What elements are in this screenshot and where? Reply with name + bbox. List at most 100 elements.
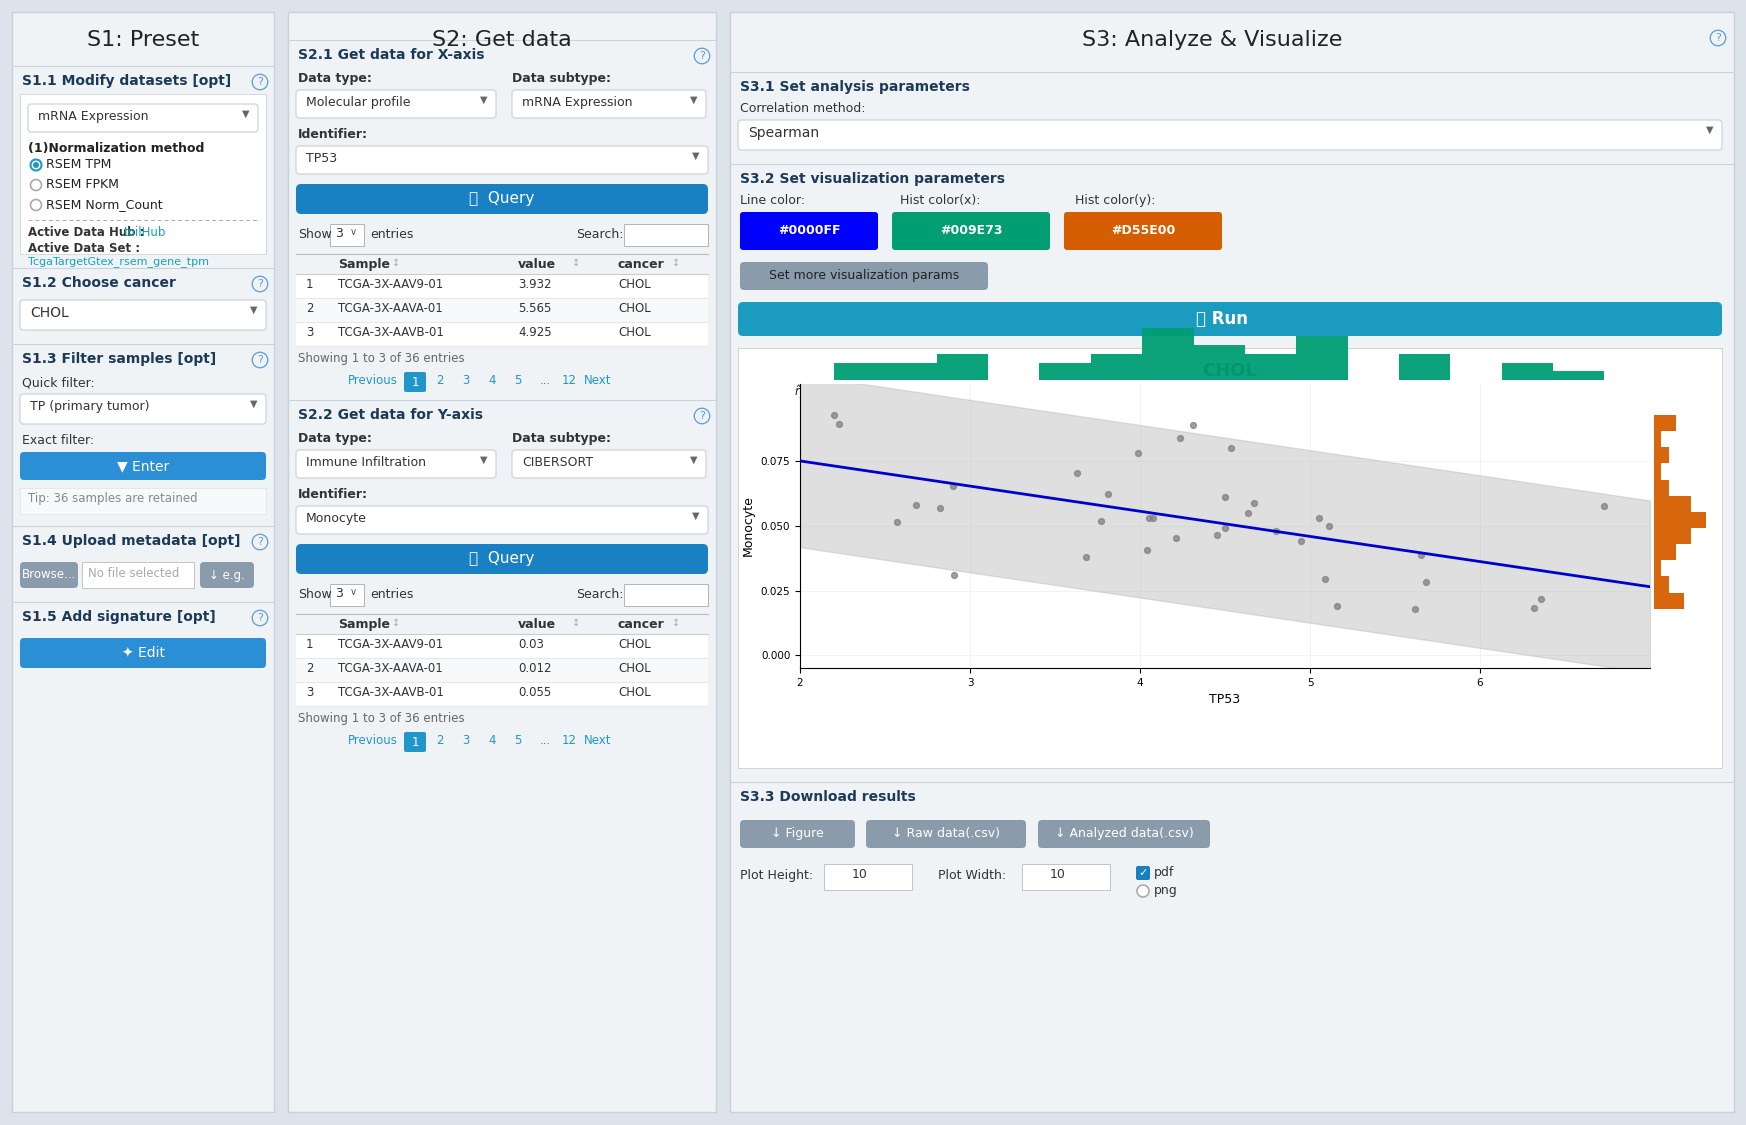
Bar — [297, 682, 707, 706]
Text: 2: 2 — [436, 374, 443, 387]
Text: 1: 1 — [306, 278, 314, 291]
Text: Hist color(x):: Hist color(x): — [899, 193, 981, 207]
Text: ?: ? — [698, 51, 705, 61]
Text: Set more visualization params: Set more visualization params — [768, 270, 959, 282]
Text: value: value — [519, 258, 557, 271]
Point — [1095, 485, 1123, 503]
Text: Active Data Hub :: Active Data Hub : — [28, 226, 148, 238]
Point — [1287, 532, 1315, 550]
Text: Next: Next — [583, 734, 611, 747]
Text: #D55E00: #D55E00 — [1110, 225, 1175, 237]
Bar — [936, 353, 988, 380]
Text: ...: ... — [540, 734, 552, 747]
Text: Quick filter:: Quick filter: — [23, 376, 94, 389]
Text: Correlation method:: Correlation method: — [740, 102, 866, 115]
FancyBboxPatch shape — [1039, 820, 1210, 848]
Point — [1591, 497, 1619, 515]
Text: ▼: ▼ — [691, 511, 700, 521]
Text: 5: 5 — [513, 734, 522, 747]
Bar — [1142, 327, 1194, 380]
Point — [1407, 546, 1435, 564]
Text: ∨: ∨ — [349, 587, 358, 597]
Bar — [739, 348, 1722, 768]
Text: Exact filter:: Exact filter: — [23, 434, 94, 447]
FancyBboxPatch shape — [740, 262, 988, 290]
Text: CHOL: CHOL — [618, 686, 651, 699]
Text: ?: ? — [257, 76, 264, 87]
Bar — [835, 362, 885, 380]
Text: pdf: pdf — [1154, 866, 1175, 879]
Bar — [1653, 560, 1662, 576]
Text: S2.1 Get data for X-axis: S2.1 Get data for X-axis — [299, 48, 484, 62]
Text: ▼: ▼ — [480, 455, 487, 465]
Text: 1: 1 — [412, 376, 419, 388]
FancyBboxPatch shape — [740, 820, 856, 848]
Bar — [1653, 528, 1692, 544]
Text: Showing 1 to 3 of 36 entries: Showing 1 to 3 of 36 entries — [299, 352, 464, 364]
FancyBboxPatch shape — [19, 562, 79, 588]
Circle shape — [30, 180, 42, 190]
Text: #0000FF: #0000FF — [777, 225, 840, 237]
Text: 3: 3 — [306, 326, 313, 339]
FancyBboxPatch shape — [297, 544, 707, 574]
Bar — [330, 224, 363, 246]
Text: TCGA-3X-AAVA-01: TCGA-3X-AAVA-01 — [339, 302, 443, 315]
Text: S1.3 Filter samples [opt]: S1.3 Filter samples [opt] — [23, 352, 217, 366]
FancyBboxPatch shape — [892, 212, 1049, 250]
Point — [1124, 443, 1152, 461]
FancyBboxPatch shape — [739, 120, 1722, 150]
Text: ▼: ▼ — [691, 151, 700, 161]
Bar — [297, 634, 707, 658]
FancyBboxPatch shape — [19, 300, 265, 330]
Text: 4: 4 — [487, 374, 496, 387]
Text: TCGA-3X-AAVB-01: TCGA-3X-AAVB-01 — [339, 326, 443, 339]
FancyBboxPatch shape — [297, 506, 707, 534]
Bar — [824, 864, 911, 890]
Text: S1.5 Add signature [opt]: S1.5 Add signature [opt] — [23, 610, 217, 624]
Point — [883, 513, 911, 531]
Y-axis label: Monocyte: Monocyte — [742, 495, 754, 557]
Text: Previous: Previous — [347, 734, 398, 747]
Text: ▼: ▼ — [690, 94, 697, 105]
Text: ∨: ∨ — [349, 227, 358, 237]
Bar — [19, 94, 265, 254]
Text: ?: ? — [257, 356, 264, 364]
Circle shape — [30, 160, 42, 171]
Text: 1: 1 — [412, 736, 419, 748]
FancyBboxPatch shape — [19, 394, 265, 424]
Point — [1088, 512, 1116, 530]
Text: #009E73: #009E73 — [939, 225, 1002, 237]
Text: entries: entries — [370, 588, 414, 601]
Text: Browse...: Browse... — [23, 568, 77, 582]
Text: TCGA-3X-AAV9-01: TCGA-3X-AAV9-01 — [339, 638, 443, 651]
Point — [826, 415, 854, 433]
Point — [1072, 549, 1100, 567]
Text: TCGA-3X-AAV9-01: TCGA-3X-AAV9-01 — [339, 278, 443, 291]
Bar — [885, 362, 936, 380]
Point — [1166, 429, 1194, 447]
Text: RSEM FPKM: RSEM FPKM — [45, 178, 119, 191]
Bar — [1653, 479, 1669, 496]
Text: ↓ e.g.: ↓ e.g. — [210, 568, 244, 582]
Text: ?: ? — [1715, 33, 1722, 43]
Text: TcgaTargetGtex_rsem_gene_tpm: TcgaTargetGtex_rsem_gene_tpm — [28, 256, 210, 267]
Text: Molecular profile: Molecular profile — [306, 96, 410, 109]
Point — [1179, 416, 1206, 434]
Bar — [1296, 336, 1348, 380]
Text: S1.4 Upload metadata [opt]: S1.4 Upload metadata [opt] — [23, 534, 241, 548]
Bar — [297, 274, 707, 298]
Text: 3: 3 — [463, 734, 470, 747]
Text: CHOL: CHOL — [618, 638, 651, 651]
Bar — [288, 12, 716, 1112]
Circle shape — [30, 199, 42, 210]
Text: Show: Show — [299, 588, 332, 601]
Text: ▼: ▼ — [690, 455, 697, 465]
Text: ✓: ✓ — [1138, 868, 1147, 878]
Point — [1138, 510, 1166, 528]
Text: ▼: ▼ — [250, 399, 257, 410]
Text: ✦ Edit: ✦ Edit — [122, 646, 164, 660]
Text: Sample: Sample — [339, 258, 389, 271]
Text: ▼ Enter: ▼ Enter — [117, 459, 169, 472]
Text: ?: ? — [257, 613, 264, 623]
Text: 5: 5 — [513, 374, 522, 387]
